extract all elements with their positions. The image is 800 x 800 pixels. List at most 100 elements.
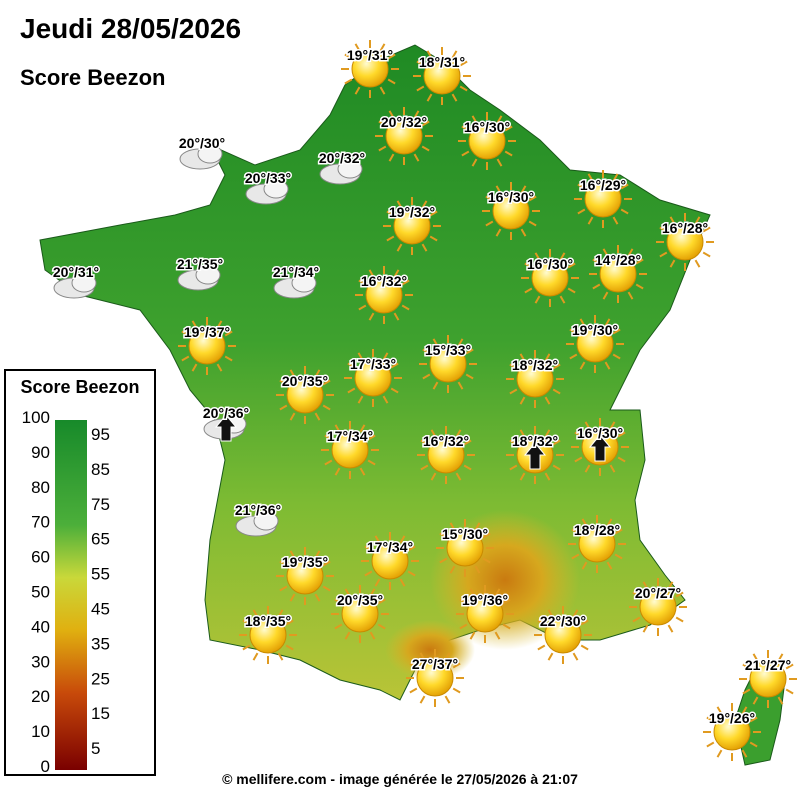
station-label: 16°/30° [527, 256, 573, 272]
sun-ray [421, 120, 430, 127]
sun-ray [252, 652, 259, 661]
sun-icon [417, 426, 475, 484]
wind-arrow [588, 434, 612, 462]
sun-ray [374, 535, 381, 544]
sun-ray [528, 195, 537, 202]
legend-tick: 40 [31, 617, 50, 636]
sun-ray [584, 421, 591, 430]
sun-ray [509, 464, 518, 471]
sun-ray [495, 185, 502, 194]
sun-ray [544, 396, 551, 405]
cloud-icon [273, 273, 317, 299]
sun-ray [537, 619, 546, 626]
station-label: 20°/36° [203, 405, 249, 421]
station-label: 17°/33° [350, 356, 396, 372]
sun-ray [439, 532, 448, 539]
sun-ray [509, 388, 518, 395]
station-label: 19°/30° [572, 322, 618, 338]
sun-ray [449, 522, 456, 531]
sun-ray [421, 200, 428, 209]
sun-icon [566, 315, 624, 373]
sun-ray [396, 243, 403, 252]
legend-tick: 60 [31, 548, 50, 567]
sun-ray [378, 120, 387, 127]
hot-zone [385, 620, 475, 680]
sun-ray [224, 330, 233, 337]
sun-disc [371, 542, 409, 580]
sun-ray [369, 631, 376, 640]
sun-ray [584, 464, 591, 473]
sun-ray [627, 291, 634, 300]
sun-ray [581, 518, 588, 527]
station-label: 16°/30° [488, 189, 534, 205]
station-labels: 19°/31° 18°/31° 20°/32° 16°/30° 20°/30° 20°/3… [51, 46, 792, 728]
sun-ray [364, 570, 373, 577]
station-label: 16°/28° [662, 220, 708, 236]
sun-ray [399, 578, 406, 587]
sun-ray [429, 210, 438, 217]
sun-ray [474, 565, 481, 574]
station-label: 21°/34° [273, 264, 319, 280]
sun-ray [393, 269, 400, 278]
sun-ray [421, 243, 428, 252]
sun-ray [642, 624, 649, 633]
sun-ray [289, 550, 296, 559]
sun-ray [357, 352, 364, 361]
sun-icon [321, 421, 379, 479]
sun-ray [252, 609, 259, 618]
sun-icon [739, 650, 797, 708]
legend-tick: 65 [91, 530, 110, 549]
sun-icon [239, 606, 297, 664]
sun-ray [552, 439, 561, 446]
sun-ray [452, 687, 461, 694]
cloud-part [197, 144, 223, 164]
sun-ray [344, 588, 351, 597]
station-label: 17°/34° [367, 539, 413, 555]
sun-ray [587, 216, 594, 225]
sun-icon [383, 197, 441, 255]
sun-ray [659, 226, 668, 233]
station-label: 20°/35° [282, 373, 328, 389]
sun-icon [456, 585, 514, 643]
sun-ray [429, 235, 438, 242]
sun-ray [334, 598, 343, 605]
sun-ray [694, 259, 701, 268]
sun-ray [449, 565, 456, 574]
sun-ray [496, 115, 503, 124]
sun-ray [324, 459, 333, 466]
sun-ray [469, 631, 476, 640]
sun-icon [413, 47, 471, 105]
legend-tick: 25 [91, 669, 110, 688]
sun-ray [377, 598, 386, 605]
sun-ray [642, 581, 649, 590]
legend: Score Beezon [4, 369, 156, 776]
sun-ray [387, 53, 396, 60]
sun-disc [492, 192, 530, 230]
sun-ray [379, 43, 386, 52]
station-label: 20°/32° [381, 114, 427, 130]
sun-ray [334, 424, 341, 433]
sun-ray [409, 662, 418, 669]
cloud-part [195, 265, 221, 285]
sun-icon [341, 40, 399, 98]
sun-ray [612, 216, 619, 225]
sun-ray [627, 248, 634, 257]
sun-ray [334, 623, 343, 630]
sun-ray [602, 248, 609, 257]
sun-ray [572, 609, 579, 618]
sun-disc [331, 431, 369, 469]
sun-disc [341, 595, 379, 633]
sun-ray [459, 598, 468, 605]
sun-disc [423, 57, 461, 95]
sun-ray [580, 619, 589, 626]
legend-tick: 80 [31, 478, 50, 497]
sun-ray [368, 269, 375, 278]
sun-ray [669, 216, 676, 225]
legend-tick: 50 [31, 583, 50, 602]
sun-ray [519, 353, 526, 362]
sun-ray [534, 252, 541, 261]
sun-ray [524, 262, 533, 269]
sun-ray [416, 85, 425, 92]
legend-tick: 10 [31, 722, 50, 741]
sun-ray [465, 373, 474, 380]
